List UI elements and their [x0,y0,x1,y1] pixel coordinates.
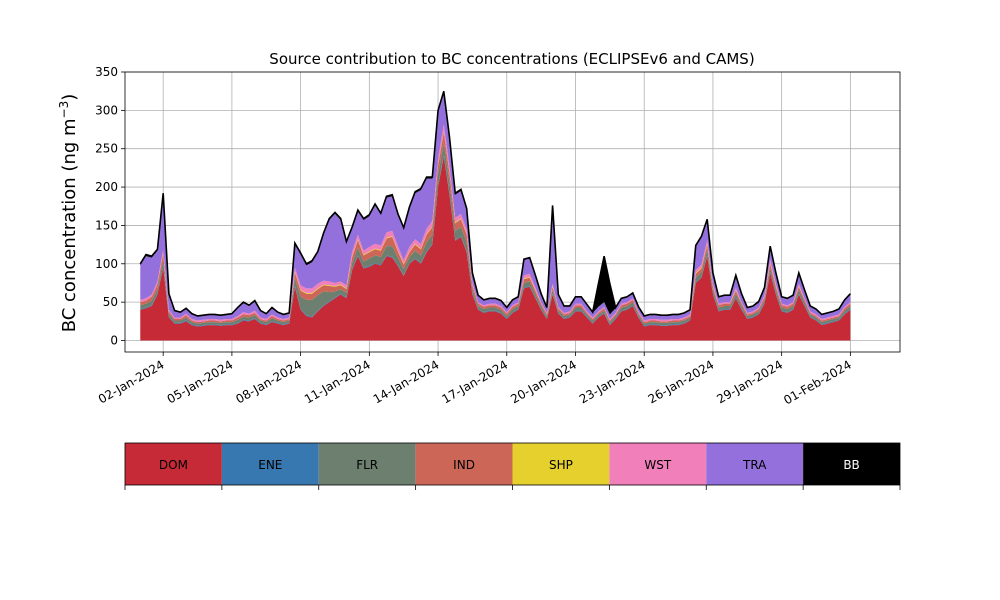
y-tick-label: 0 [110,333,118,347]
y-tick-label: 100 [95,257,118,271]
legend-swatch-ind [415,443,513,485]
legend-swatch-wst [609,443,707,485]
legend-label-ind: IND [453,458,475,472]
y-axis-label-main: BC concentration (ng m [59,118,80,332]
legend-swatch-shp [512,443,610,485]
legend-label-tra: TRA [742,458,767,472]
legend-swatch-bb [803,443,900,485]
legend-label-shp: SHP [549,458,573,472]
legend-label-bb: BB [843,458,859,472]
legend-swatch-ene [221,443,319,485]
area-series-dom [140,156,851,341]
y-tick-label: 350 [95,65,118,79]
legend-swatch-tra [706,443,804,485]
total-outline [139,90,851,317]
y-tick-label: 150 [95,218,118,232]
legend: DOM ENE FLR IND SHP WST TRA BB [124,442,901,490]
legend-label-dom: DOM [159,458,188,472]
area-series-tra [140,93,851,321]
y-axis-label: BC concentration (ng m−3) [57,94,80,333]
y-axis-label-close: ) [59,94,80,101]
plot-frame [124,71,901,353]
legend-label-wst: WST [644,458,671,472]
y-tick-label: 300 [95,103,118,117]
legend-label-ene: ENE [258,458,282,472]
y-tick-label: 200 [95,180,118,194]
y-tick-label: 250 [95,142,118,156]
legend-swatch-dom [125,443,222,485]
y-tick-label: 50 [103,295,118,309]
chart-title: Source contribution to BC concentrations… [269,50,754,68]
area-layer [139,90,851,341]
y-axis-label-exponent: −3 [57,101,71,119]
legend-frame [124,442,901,486]
legend-label-flr: FLR [356,458,378,472]
legend-swatch-flr [318,443,416,485]
